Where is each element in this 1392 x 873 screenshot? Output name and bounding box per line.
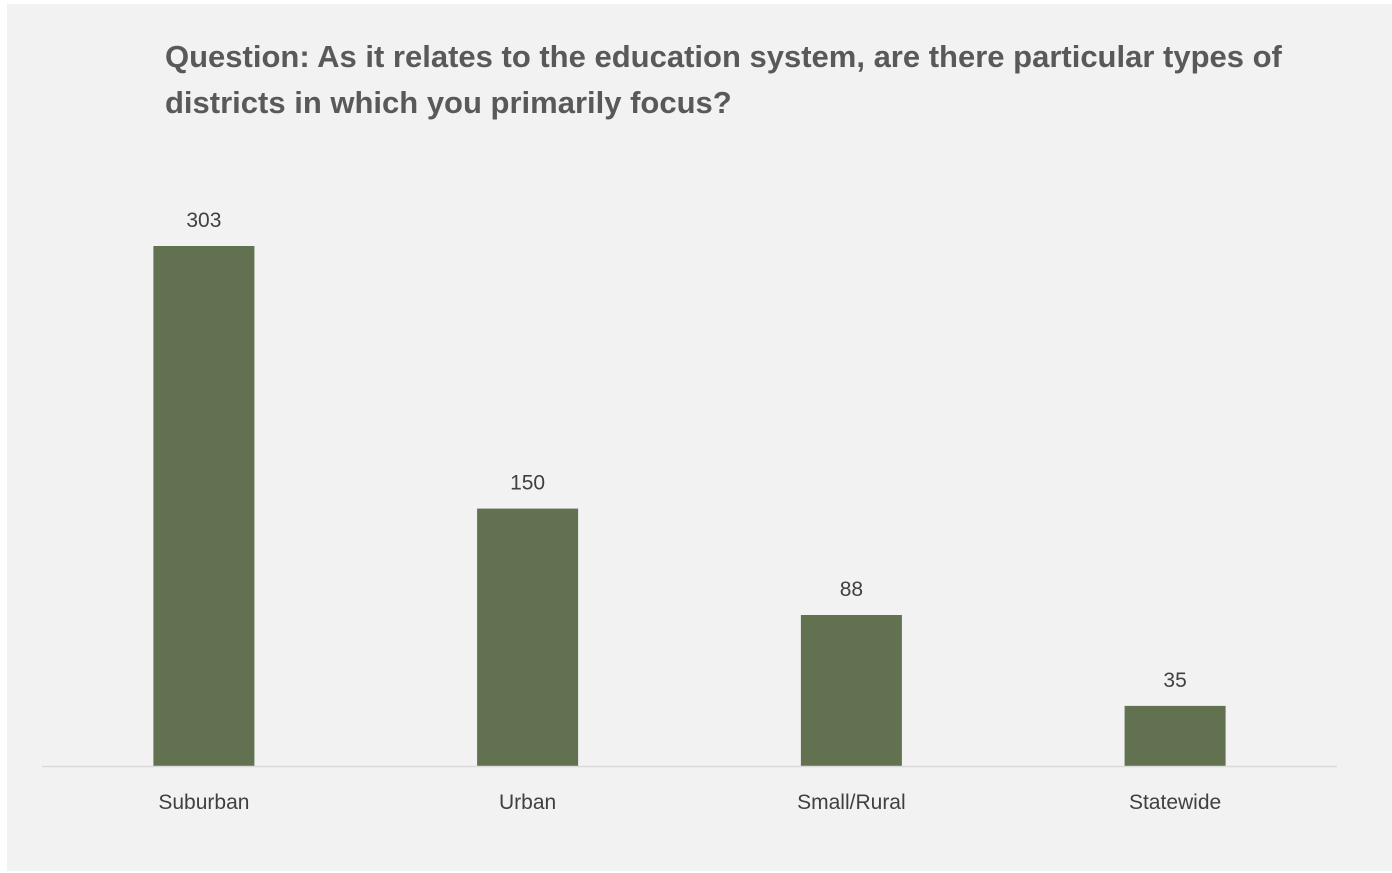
- bar-statewide: [1124, 705, 1226, 766]
- bars-group: [153, 246, 1226, 766]
- x-tick-label: Urban: [499, 791, 556, 814]
- x-tick-label: Statewide: [1129, 791, 1221, 814]
- data-label: 88: [840, 578, 863, 601]
- x-tick-label: Suburban: [158, 791, 249, 814]
- data-label: 150: [510, 472, 545, 495]
- data-labels-group: 303 150 88 35: [186, 209, 1186, 692]
- bar-suburban: [153, 246, 255, 766]
- chart-title: Question: As it relates to the education…: [165, 39, 1282, 120]
- x-tick-label: Small/Rural: [797, 791, 906, 814]
- data-label: 35: [1163, 669, 1186, 692]
- bar-small-rural: [800, 615, 902, 766]
- data-label: 303: [186, 209, 221, 232]
- tick-labels-group: Suburban Urban Small/Rural Statewide: [158, 791, 1221, 814]
- bar-urban: [477, 508, 579, 766]
